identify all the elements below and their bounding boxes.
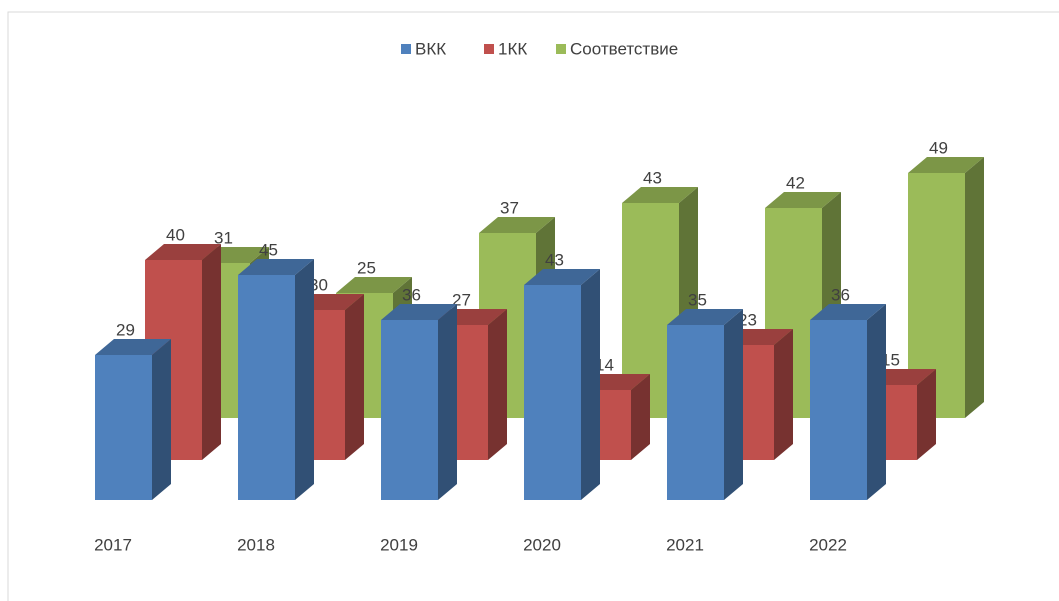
- bar-top: [622, 187, 698, 203]
- bar-side: [724, 309, 743, 500]
- bar-side: [152, 339, 171, 500]
- bar-top: [336, 277, 412, 293]
- x-tick-label: 2019: [380, 535, 418, 554]
- bar: [95, 339, 171, 500]
- bar-side: [295, 259, 314, 500]
- bar-side: [774, 329, 793, 460]
- bar-side: [345, 294, 364, 460]
- bar-side: [438, 304, 457, 500]
- bar-front: [381, 320, 438, 500]
- bar-front: [238, 275, 295, 500]
- data-label: 36: [402, 285, 421, 304]
- bar-top: [238, 259, 314, 275]
- legend-swatch: [556, 44, 566, 54]
- bar: [810, 304, 886, 500]
- bar-front: [524, 285, 581, 500]
- x-tick-label: 2021: [666, 535, 704, 554]
- legend-label: 1КК: [498, 39, 527, 58]
- data-label: 43: [545, 250, 564, 269]
- bar-top: [908, 157, 984, 173]
- bar-front: [810, 320, 867, 500]
- data-label: 36: [831, 285, 850, 304]
- bar-front: [95, 355, 152, 500]
- chart-border: [7, 11, 1059, 601]
- data-label: 42: [786, 173, 805, 192]
- data-label: 35: [688, 290, 707, 309]
- bar: [667, 309, 743, 500]
- data-label: 25: [357, 258, 376, 277]
- legend-swatch: [401, 44, 411, 54]
- bar-top: [667, 309, 743, 325]
- x-tick-label: 2018: [237, 535, 275, 554]
- data-label: 31: [214, 228, 233, 247]
- bar: [524, 269, 600, 500]
- bar-top: [95, 339, 171, 355]
- legend-label: ВКК: [415, 39, 446, 58]
- data-label: 29: [116, 320, 135, 339]
- bar-side: [581, 269, 600, 500]
- bar-front: [667, 325, 724, 500]
- bar-side: [631, 374, 650, 460]
- data-label: 45: [259, 240, 278, 259]
- data-label: 40: [166, 225, 185, 244]
- bar-top: [765, 192, 841, 208]
- legend-label: Соответствие: [570, 39, 678, 58]
- bar-side: [488, 309, 507, 460]
- bar-side: [202, 244, 221, 460]
- bar-top: [145, 244, 221, 260]
- bar: [238, 259, 314, 500]
- x-tick-label: 2017: [94, 535, 132, 554]
- bar-top: [381, 304, 457, 320]
- data-label: 49: [929, 138, 948, 157]
- x-tick-label: 2020: [523, 535, 561, 554]
- bar-top: [479, 217, 555, 233]
- bar-side: [867, 304, 886, 500]
- bar-top: [524, 269, 600, 285]
- bar-side: [917, 369, 936, 460]
- bar: [381, 304, 457, 500]
- bar-side: [965, 157, 984, 418]
- data-label: 37: [500, 198, 519, 217]
- legend-swatch: [484, 44, 494, 54]
- data-label: 43: [643, 168, 662, 187]
- bar-top: [810, 304, 886, 320]
- x-tick-label: 2022: [809, 535, 847, 554]
